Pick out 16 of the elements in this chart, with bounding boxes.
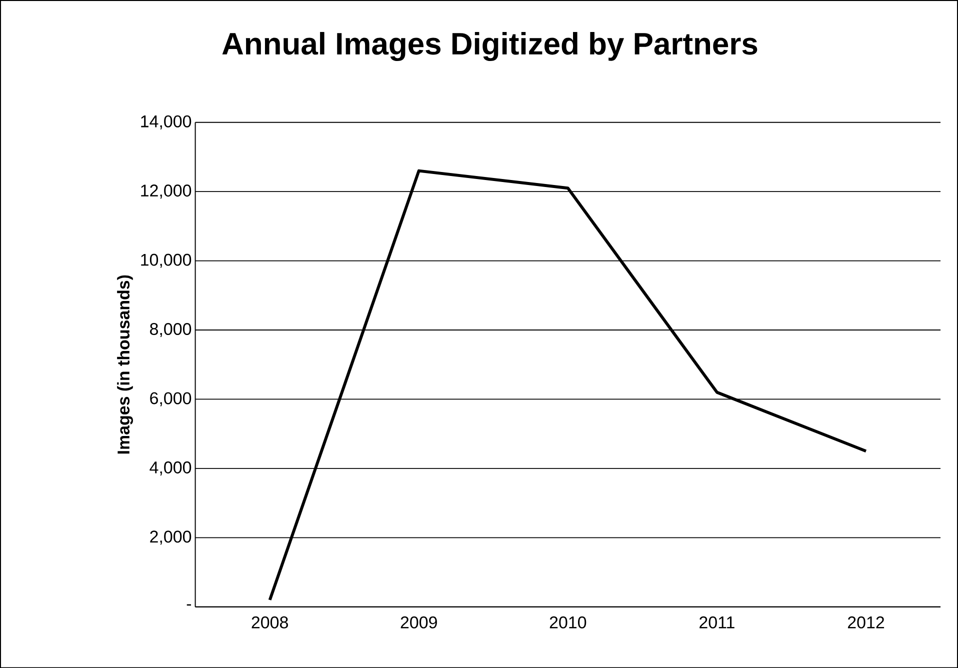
y-tick-label: 6,000 <box>150 392 192 406</box>
y-tick-label: 14,000 <box>141 115 192 130</box>
y-tick-label: 12,000 <box>141 184 192 198</box>
x-tick-label: 2011 <box>700 616 734 628</box>
y-tick-label: 2,000 <box>150 530 192 545</box>
x-tick-label: 2009 <box>400 616 437 628</box>
y-tick-label: - <box>186 604 192 606</box>
line-series <box>268 169 868 602</box>
x-tick-label: 2010 <box>550 616 586 628</box>
y-tick-label: 10,000 <box>141 254 192 268</box>
chart-title: Annual Images Digitized by Partners <box>222 32 758 61</box>
x-tick-label: 2008 <box>252 616 288 628</box>
x-tick-label: 2012 <box>848 616 884 628</box>
y-tick-label: 4,000 <box>150 461 192 476</box>
y-axis-title: Images (in thousands) <box>117 275 133 454</box>
y-tick-label: 8,000 <box>150 322 192 337</box>
